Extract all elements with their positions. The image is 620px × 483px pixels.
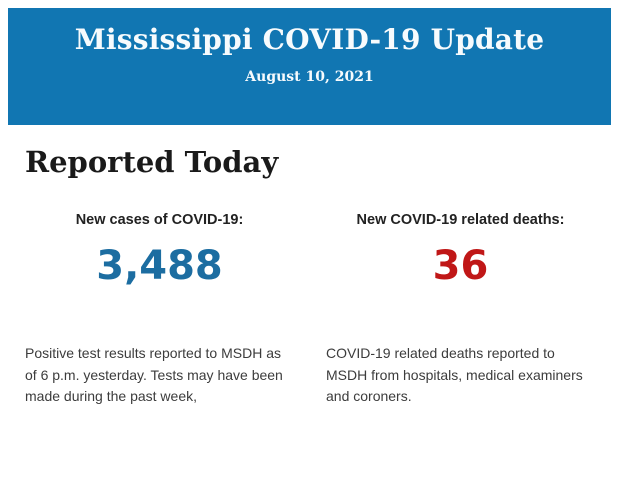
new-cases-description: Positive test results reported to MSDH a… [25,345,283,404]
new-deaths-description: COVID-19 related deaths reported to MSDH… [326,345,583,404]
page-title: Mississippi COVID-19 Update [74,23,545,56]
new-deaths-value: 36 [432,243,489,289]
new-cases-value: 3,488 [96,243,223,289]
new-deaths-label: New COVID-19 related deaths: [356,212,565,228]
new-cases-label: New cases of COVID-19: [75,212,244,228]
report-date: August 10, 2021 [245,69,374,85]
header-banner: Mississippi COVID-19 Update August 10, 2… [8,8,611,125]
stat-new-deaths: New COVID-19 related deaths: 36 COVID-19… [326,211,595,408]
section-title: Reported Today [25,145,279,179]
stat-new-cases: New cases of COVID-19: 3,488 Positive te… [25,211,294,408]
stats-columns: New cases of COVID-19: 3,488 Positive te… [25,211,595,408]
